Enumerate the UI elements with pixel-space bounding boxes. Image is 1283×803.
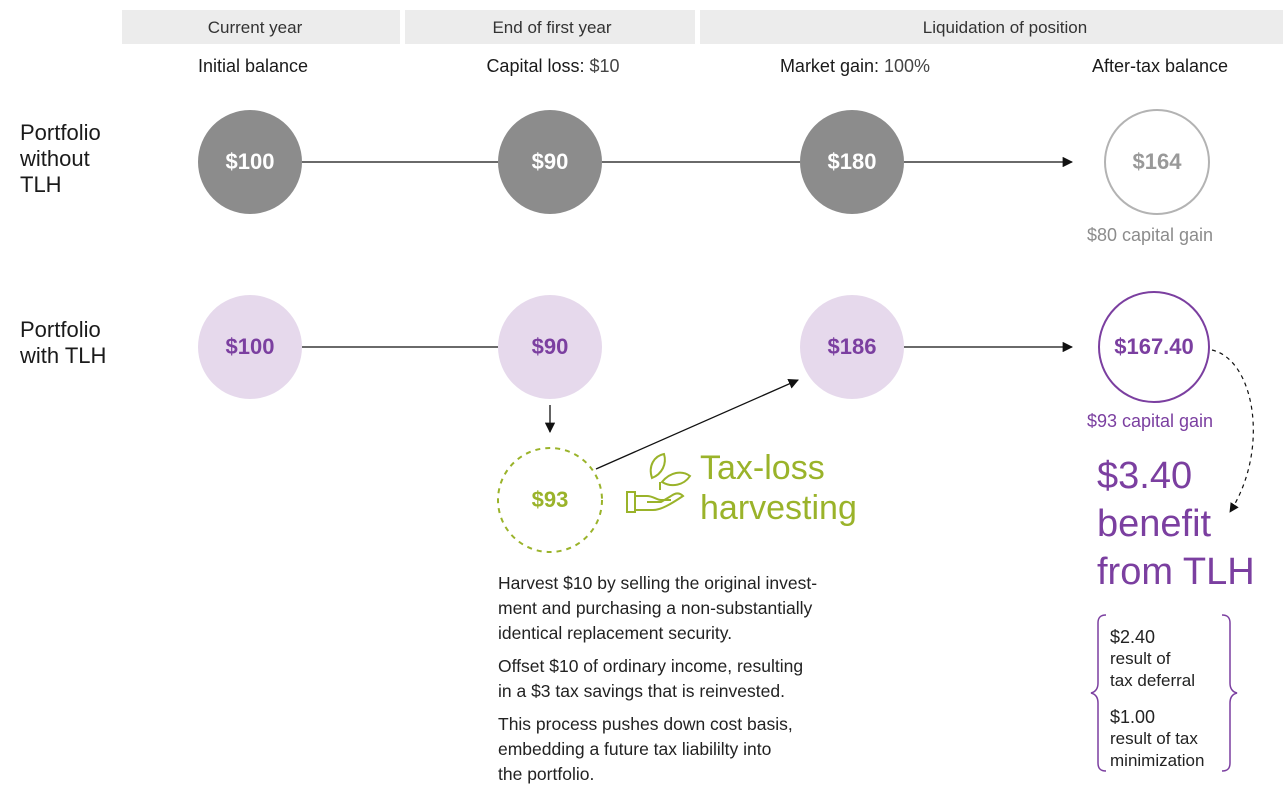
balance-value: $167.40	[1114, 334, 1194, 359]
column-label-value: $10	[590, 56, 620, 76]
balance-circle	[800, 295, 904, 399]
harvest-value: $93	[532, 487, 569, 512]
harvest-title: Tax-loss	[700, 449, 825, 487]
balance-value: $90	[532, 149, 569, 174]
paragraph-line: embedding a future tax liabililty into	[498, 739, 771, 759]
component-value: $1.00	[1110, 707, 1155, 727]
row-label: Portfolio	[20, 120, 101, 145]
column-label: Market gain: 100%	[780, 56, 930, 76]
column-label: Capital loss: $10	[486, 56, 619, 76]
benefit-title: benefit	[1097, 503, 1212, 545]
column-label: After-tax balance	[1092, 56, 1228, 76]
component-text: tax deferral	[1110, 671, 1195, 690]
header-cell	[405, 10, 695, 44]
paragraph-line: Harvest $10 by selling the original inve…	[498, 573, 817, 593]
row-label: Portfolio	[20, 317, 101, 342]
capital-gain-note: $80 capital gain	[1087, 225, 1213, 245]
balance-value: $90	[532, 334, 569, 359]
component-text: result of	[1110, 649, 1171, 668]
component-text: result of tax	[1110, 729, 1198, 748]
component-value: $2.40	[1110, 627, 1155, 647]
benefit-title: from TLH	[1097, 551, 1255, 593]
column-label-name: Capital loss:	[486, 56, 584, 76]
paragraph-line: This process pushes down cost basis,	[498, 714, 793, 734]
header-cell	[122, 10, 400, 44]
paragraph-line: in a $3 tax savings that is reinvested.	[498, 681, 785, 701]
balance-value: $100	[226, 334, 275, 359]
balance-circle	[498, 295, 602, 399]
column-label-value: 100%	[884, 56, 930, 76]
arrow	[595, 379, 799, 470]
dashed-arrow	[1211, 349, 1254, 513]
paragraph-line: the portfolio.	[498, 764, 594, 784]
balance-value: $100	[226, 149, 275, 174]
balance-value: $164	[1133, 149, 1183, 174]
balance-circle	[1098, 291, 1210, 403]
paragraph-line: Offset $10 of ordinary income, resulting	[498, 656, 803, 676]
period-label: End of first year	[492, 18, 611, 37]
balance-circle	[498, 110, 602, 214]
harvest-title: harvesting	[700, 489, 857, 527]
balance-value: $180	[828, 149, 877, 174]
balance-circle	[800, 110, 904, 214]
component-text: minimization	[1110, 751, 1204, 770]
paragraph-line: ment and purchasing a non-substantially	[498, 598, 812, 618]
balance-circle	[1104, 109, 1210, 215]
column-label: Initial balance	[198, 56, 308, 76]
harvest-circle	[497, 447, 603, 553]
harvest-icon	[626, 452, 692, 513]
header-cell	[700, 10, 1283, 44]
brace	[1090, 614, 1107, 772]
row-label: with TLH	[19, 343, 106, 368]
balance-value: $186	[828, 334, 877, 359]
brace	[1221, 614, 1238, 772]
benefit-title: $3.40	[1097, 455, 1192, 497]
period-label: Current year	[208, 18, 303, 37]
row-label: TLH	[20, 172, 62, 197]
row-label: without	[19, 146, 90, 171]
column-label-name: Market gain:	[780, 56, 879, 76]
balance-circle	[198, 110, 302, 214]
balance-circle	[198, 295, 302, 399]
paragraph-line: identical replacement security.	[498, 623, 732, 643]
period-label: Liquidation of position	[923, 18, 1087, 37]
capital-gain-note: $93 capital gain	[1087, 411, 1213, 431]
